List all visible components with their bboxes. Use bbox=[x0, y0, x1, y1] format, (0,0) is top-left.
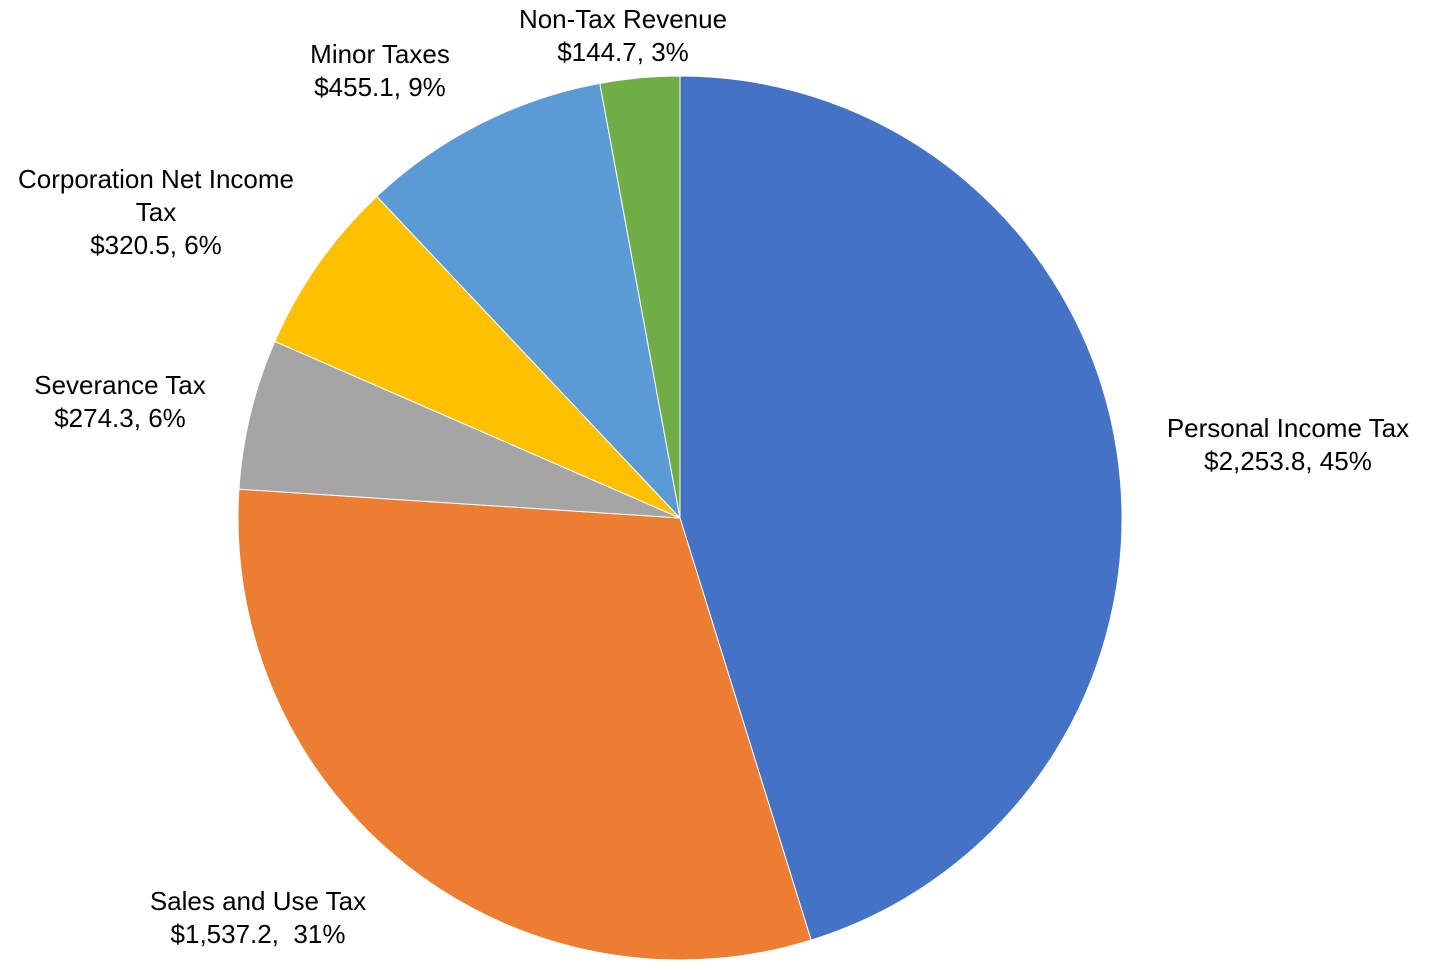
pie-slice-non-tax-revenue bbox=[599, 75, 681, 519]
slice-label-line: $274.3, 6% bbox=[54, 403, 186, 433]
slice-label-minor-taxes: Minor Taxes $455.1, 9% bbox=[310, 39, 450, 102]
slice-label-line: Tax bbox=[136, 197, 176, 227]
pie-slice-severance-tax bbox=[238, 340, 681, 519]
slice-label-line: Personal Income Tax bbox=[1167, 413, 1409, 443]
pie-slice-personal-income-tax bbox=[679, 75, 1123, 941]
slice-label-line: $455.1, 9% bbox=[314, 72, 446, 102]
slice-label-line: Sales and Use Tax bbox=[150, 886, 366, 916]
slice-label-line: $2,253.8, 45% bbox=[1204, 446, 1372, 476]
pie-slice-corporation-net-income-tax bbox=[274, 195, 681, 519]
pie-slice-sales-and-use-tax bbox=[237, 488, 812, 961]
pie-slices bbox=[237, 75, 1123, 961]
slice-label-line: $320.5, 6% bbox=[90, 230, 222, 260]
slice-label-sales-and-use-tax: Sales and Use Tax $1,537.2, 31% bbox=[150, 886, 366, 949]
slice-label-personal-income-tax: Personal Income Tax $2,253.8, 45% bbox=[1167, 413, 1409, 476]
slice-label-line: Corporation Net Income bbox=[18, 164, 294, 194]
slice-label-line: $1,537.2, 31% bbox=[171, 919, 346, 949]
slice-label-severance-tax: Severance Tax $274.3, 6% bbox=[34, 370, 206, 433]
pie-slice-minor-taxes bbox=[376, 82, 681, 520]
slice-label-line: Non-Tax Revenue bbox=[519, 4, 727, 34]
slice-label-line: $144.7, 3% bbox=[557, 37, 689, 67]
slice-label-line: Minor Taxes bbox=[310, 39, 450, 69]
pie-labels: Personal Income Tax $2,253.8, 45% Sales an… bbox=[18, 4, 1409, 949]
slice-label-non-tax-revenue: Non-Tax Revenue $144.7, 3% bbox=[519, 4, 727, 67]
slice-label-line: Severance Tax bbox=[34, 370, 206, 400]
slice-label-corporation-net-income-tax: Corporation Net Income Tax $320.5, 6% bbox=[18, 164, 294, 260]
